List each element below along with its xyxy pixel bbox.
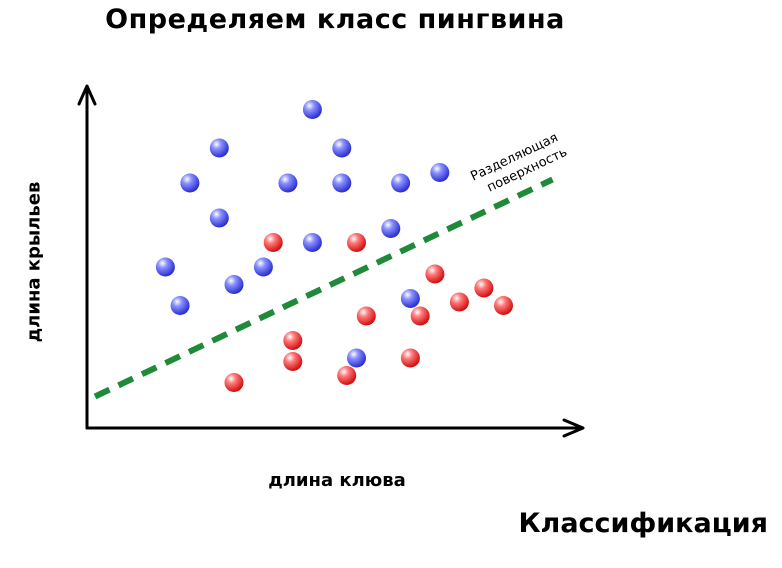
point-blue xyxy=(302,233,322,252)
point-blue xyxy=(155,257,175,277)
point-red xyxy=(400,348,420,368)
point-red xyxy=(263,233,283,252)
point-red xyxy=(283,331,303,350)
point-blue xyxy=(400,289,420,308)
y-axis-label: длина крыльев xyxy=(23,181,45,343)
point-blue xyxy=(332,173,352,193)
point-blue xyxy=(180,173,200,193)
point-red xyxy=(449,292,469,312)
point-blue xyxy=(253,257,273,277)
point-red xyxy=(474,278,494,298)
point-red xyxy=(356,306,376,326)
point-red xyxy=(347,233,366,252)
decision-boundary xyxy=(93,176,554,400)
point-blue xyxy=(332,138,352,158)
point-red xyxy=(224,373,244,392)
point-blue xyxy=(391,173,411,193)
point-blue xyxy=(209,208,229,228)
y-axis-arrow xyxy=(77,84,97,106)
point-red xyxy=(337,366,357,385)
point-blue xyxy=(278,173,298,193)
point-blue xyxy=(170,296,190,315)
x-axis-arrow xyxy=(562,418,585,438)
point-blue xyxy=(302,100,322,119)
chart-title: Определяем класс пингвина xyxy=(105,4,565,35)
point-blue xyxy=(430,163,450,182)
point-red xyxy=(283,352,303,371)
point-red xyxy=(425,264,445,284)
point-blue xyxy=(347,348,366,368)
footer-caption: Классификация xyxy=(518,508,768,539)
point-blue xyxy=(381,219,401,238)
point-red xyxy=(494,296,513,315)
point-blue xyxy=(209,138,229,158)
point-blue xyxy=(224,275,244,294)
point-red xyxy=(410,306,430,326)
x-axis-label: длина клюва xyxy=(268,470,406,491)
